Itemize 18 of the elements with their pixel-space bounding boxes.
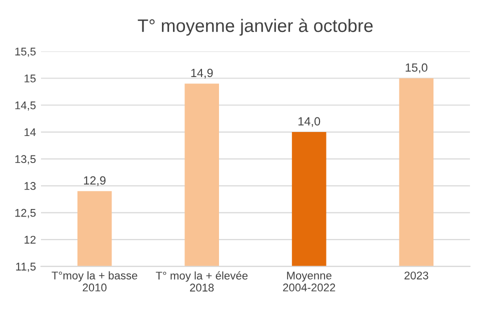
x-tick-label: Moyenne 2004-2022	[283, 272, 336, 292]
y-tick-label: 13,5	[15, 155, 36, 164]
data-label: 14,9	[191, 68, 213, 79]
data-label: 12,9	[84, 176, 106, 186]
y-tick-label: 15,5	[15, 48, 36, 57]
y-tick-label: 12	[24, 236, 36, 244]
x-tick-label: T° moy la + élevée 2018	[156, 271, 248, 292]
y-tick-label: 14,5	[15, 102, 36, 111]
data-label: 14,0	[298, 117, 320, 127]
data-label: 15,0	[406, 63, 428, 74]
y-tick-label: 15	[24, 74, 36, 82]
chart-title: T° moyenne janvier à octobre	[138, 18, 373, 36]
y-tick-label: 11,5	[16, 262, 36, 272]
x-tick-label: T°moy la + basse 2010	[52, 271, 138, 292]
y-tick-label: 14	[24, 128, 36, 136]
y-tick-label: 13	[24, 182, 36, 190]
y-tick-label: 12,5	[15, 208, 36, 218]
x-tick-label: 2023	[404, 272, 428, 280]
